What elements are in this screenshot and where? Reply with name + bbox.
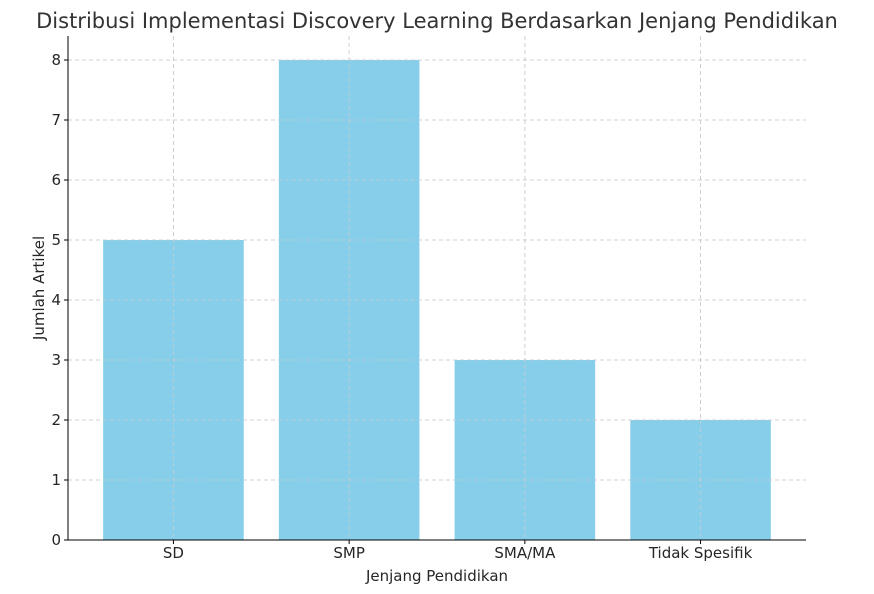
x-tick-label: Tidak Spesifik bbox=[648, 544, 753, 562]
y-tick-label: 4 bbox=[51, 291, 61, 309]
grid-overlay bbox=[68, 36, 806, 541]
x-axis-label: Jenjang Pendidikan bbox=[365, 567, 508, 585]
y-tick-label: 1 bbox=[51, 471, 61, 489]
y-tick-label: 0 bbox=[51, 531, 61, 549]
x-tick-label: SMA/MA bbox=[494, 544, 556, 562]
chart-title: Distribusi Implementasi Discovery Learni… bbox=[36, 9, 838, 33]
y-tick-label: 3 bbox=[51, 351, 61, 369]
y-tick-label: 8 bbox=[51, 51, 61, 69]
x-tick-label: SMP bbox=[333, 544, 365, 562]
x-tick-label: SD bbox=[163, 544, 184, 562]
y-tick-label: 7 bbox=[51, 111, 61, 129]
y-tick-label: 6 bbox=[51, 171, 61, 189]
y-axis-label: Jumlah Artikel bbox=[30, 236, 48, 341]
y-tick-label: 2 bbox=[51, 411, 61, 429]
ticks-layer: 0 1 2 3 4 5 6 7 8 SD SMP SMA/MA Tidak Spesifik bbox=[51, 51, 752, 562]
bars-layer bbox=[68, 36, 806, 541]
y-tick-label: 5 bbox=[51, 231, 61, 249]
